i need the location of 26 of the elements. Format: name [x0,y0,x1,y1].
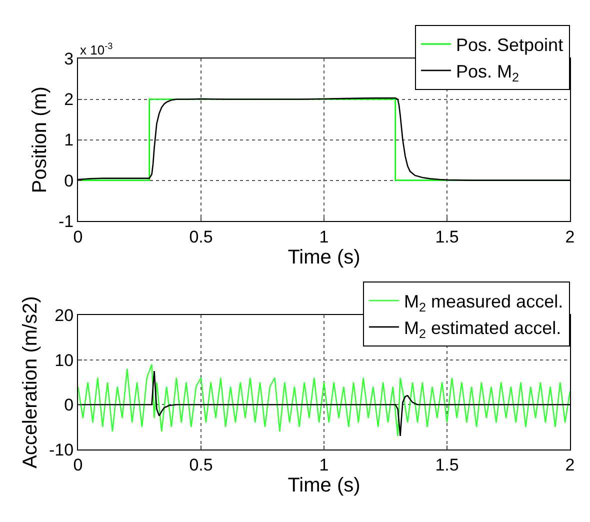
y-tick-label: 1 [64,130,74,150]
text: x 10$^{-3}$ [80,41,113,58]
x-tick-label: 1.5 [435,227,459,246]
y-tick-label: 20 [54,306,74,326]
x-tick-label: 1 [319,227,329,246]
x-tick-label: 2 [565,227,575,246]
legend-label: M$_{2}$ estimated accel. [404,318,562,341]
x-tick-label: 1 [319,456,329,475]
x-tick-label: 1.5 [435,456,459,475]
y-tick-label: 0 [64,171,74,190]
y-tick-label: -10 [49,440,74,460]
y-tick-label: 2 [64,90,74,110]
y-axis-title: Acceleration (m/s2) [20,296,42,468]
x-axis-title: Time (s) [288,246,360,268]
x-tick-label: 0.5 [189,456,213,475]
legend-label: Pos. Setpoint [456,35,564,56]
y-tick-label: 10 [54,350,74,370]
legend-label: M$_{2}$ measured accel. [404,292,564,314]
y-tick-label: 3 [64,50,74,69]
x-tick-label: 2 [565,456,575,475]
y-tick-label: -1 [58,212,74,231]
x-tick-label: 0.5 [189,227,213,246]
x-axis-title: Time (s) [288,474,360,497]
legend-label: Pos. M$_{2}$ [456,61,520,84]
y-axis-title: Position (m) [28,86,51,194]
y-tick-label: 0 [64,396,74,415]
